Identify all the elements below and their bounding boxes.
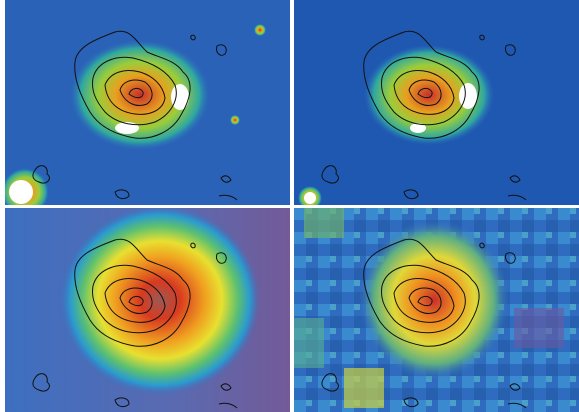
panel-top-right [294, 0, 579, 210]
page: (() => { const data = JSON.parse(documen… [0, 0, 579, 412]
saturated-region [9, 180, 33, 204]
panel-bottom-right [294, 208, 579, 412]
emission-patch [304, 208, 344, 238]
figure [0, 0, 579, 412]
panel-top-left [1, 0, 290, 216]
saturated-region [459, 83, 477, 109]
emission [359, 220, 509, 380]
panel-bottom-left [5, 205, 290, 412]
saturated-region [304, 192, 316, 204]
emission-patch [294, 318, 324, 368]
saturated-region [171, 84, 189, 110]
source [254, 24, 266, 36]
source [230, 115, 240, 125]
emission [60, 205, 260, 395]
emission-patch [344, 368, 384, 408]
emission-patch [514, 308, 564, 348]
